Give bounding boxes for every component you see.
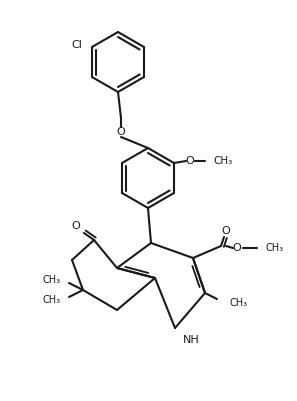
- Text: O: O: [222, 226, 230, 236]
- Text: O: O: [233, 243, 241, 253]
- Text: CH₃: CH₃: [230, 298, 248, 308]
- Text: CH₃: CH₃: [43, 295, 61, 305]
- Text: O: O: [72, 221, 80, 231]
- Text: O: O: [117, 127, 125, 137]
- Text: CH₃: CH₃: [265, 243, 283, 253]
- Text: CH₃: CH₃: [213, 156, 232, 166]
- Text: O: O: [186, 156, 194, 166]
- Text: CH₃: CH₃: [43, 275, 61, 285]
- Text: NH: NH: [183, 335, 200, 345]
- Text: Cl: Cl: [71, 40, 82, 50]
